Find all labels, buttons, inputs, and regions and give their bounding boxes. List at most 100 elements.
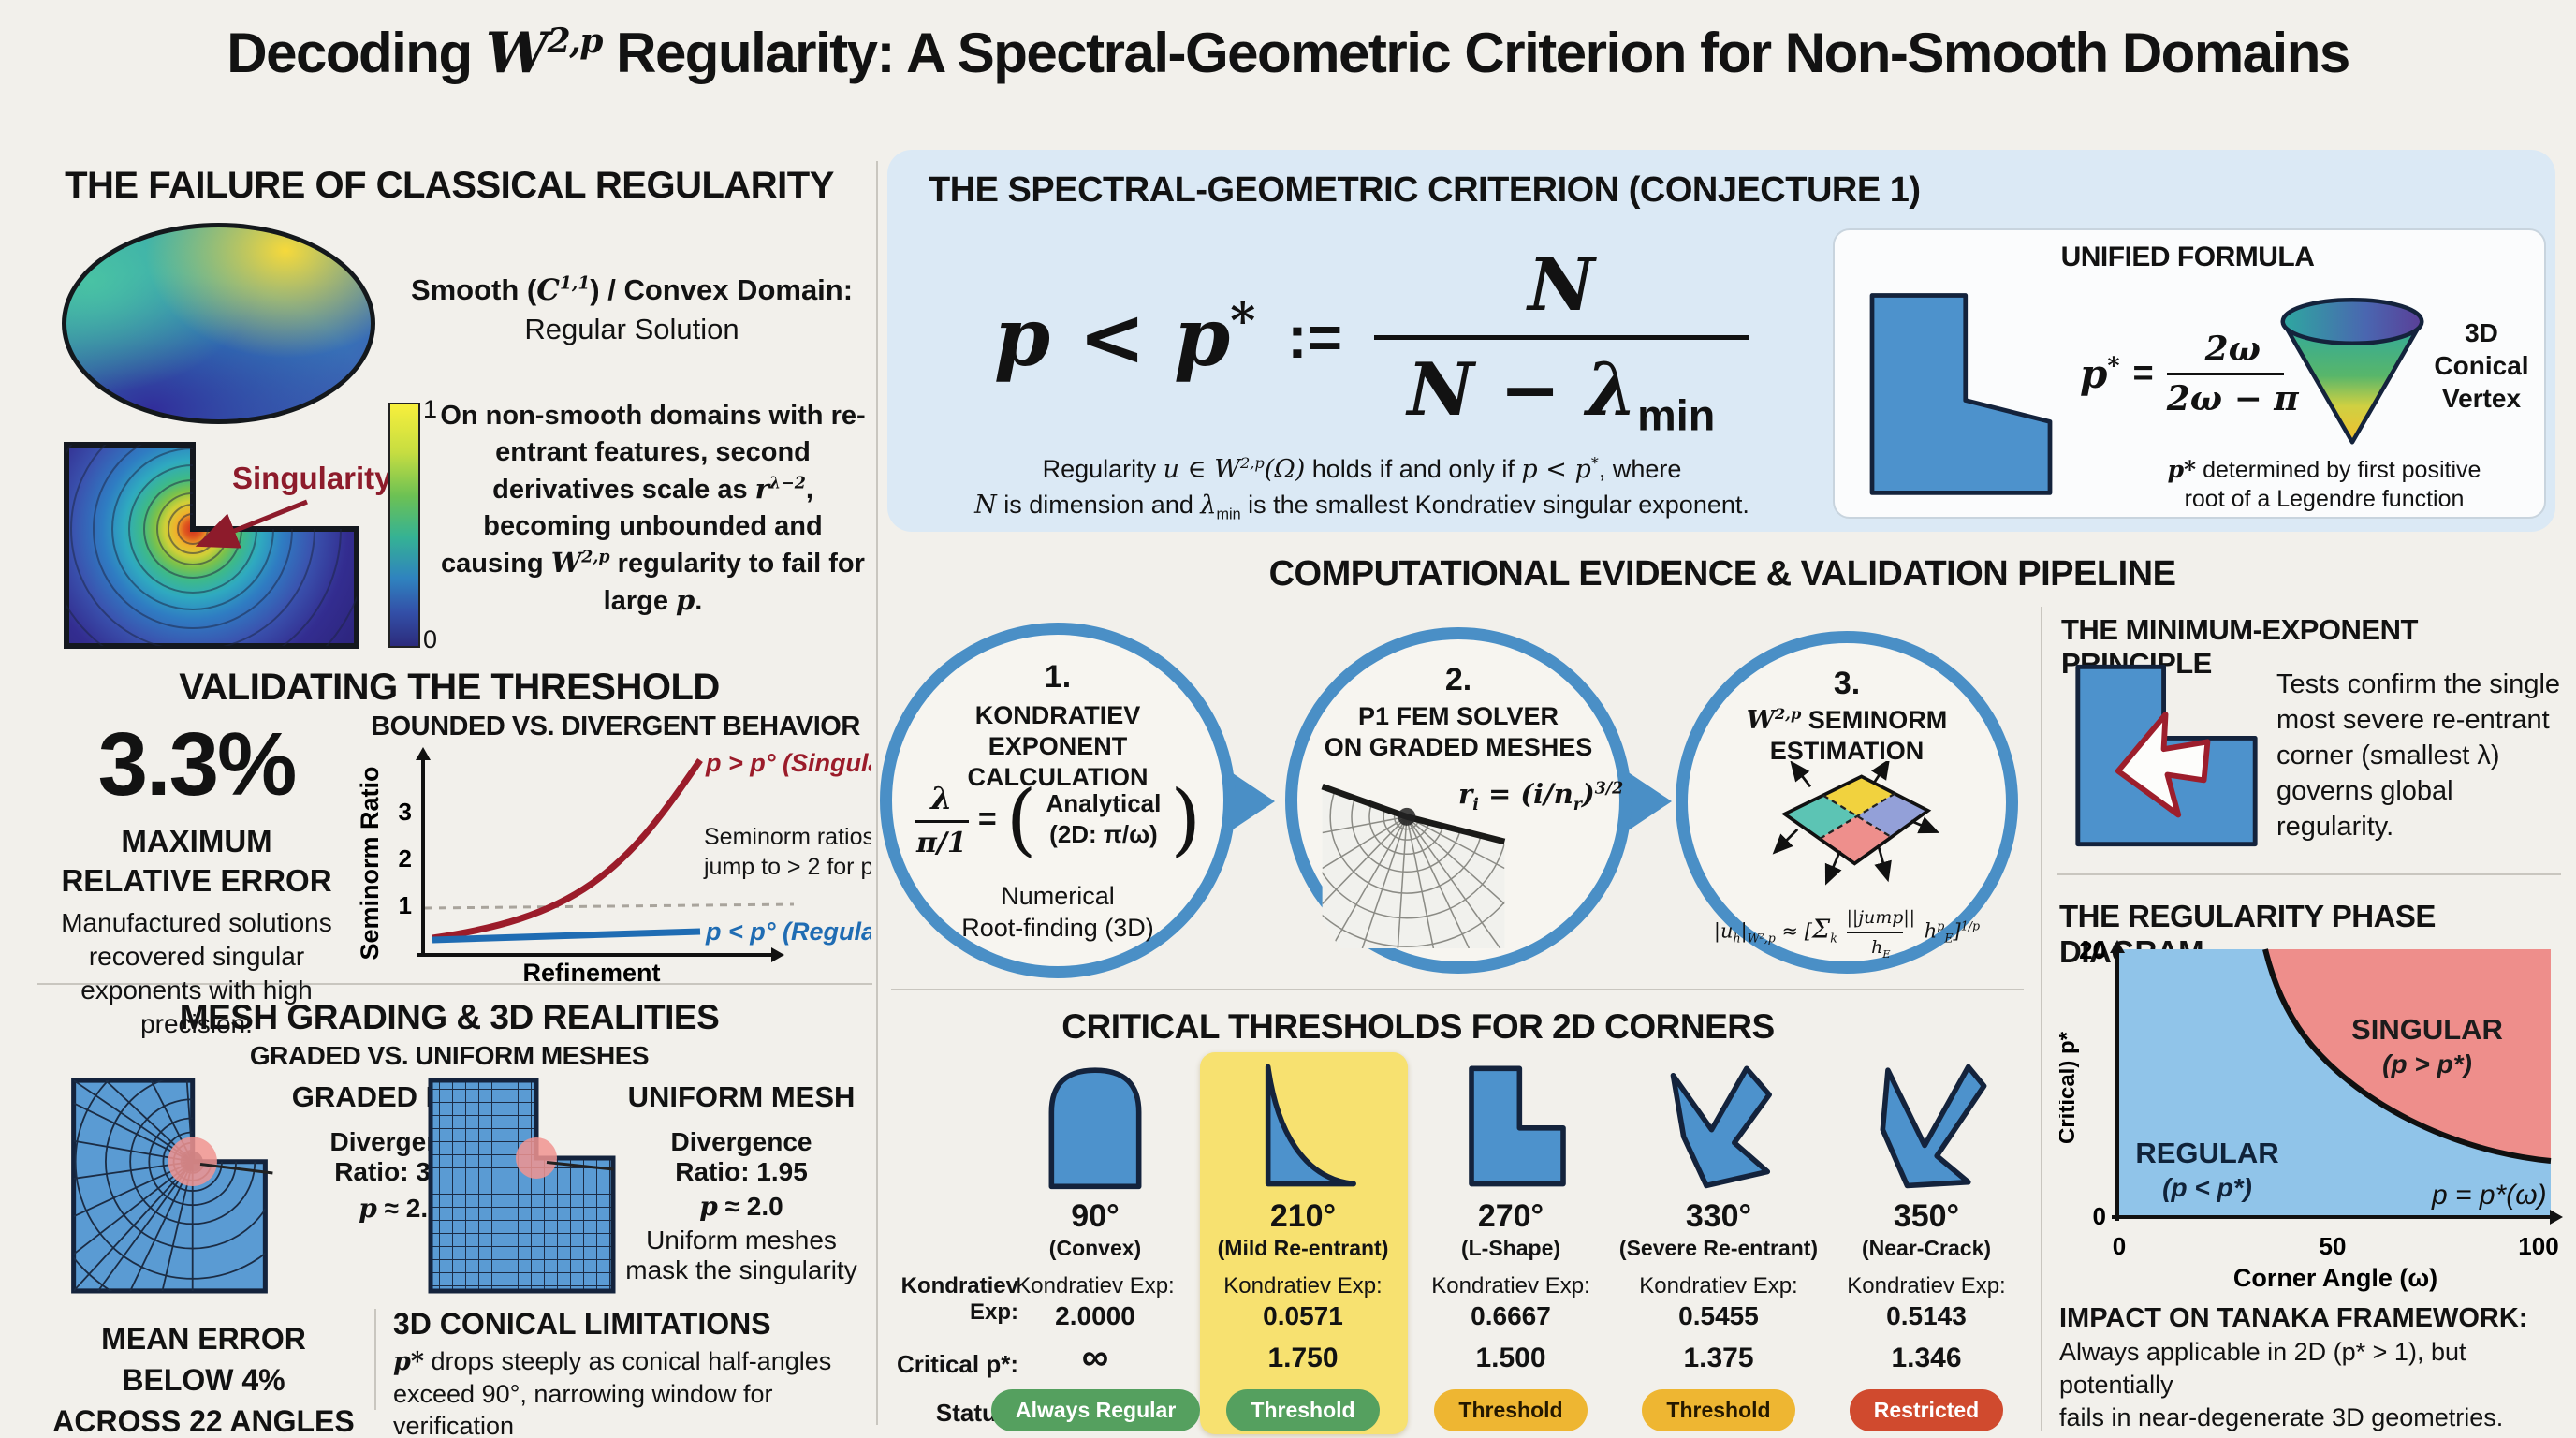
step3-f-sumsub: k <box>1830 931 1837 946</box>
divider-bottom-left <box>374 1309 376 1410</box>
mesh-heading: MESH GRADING & 3D REALITIES <box>179 998 720 1036</box>
uniform-line1: Divergence <box>670 1127 812 1156</box>
phase-boundary-curve <box>2262 948 2552 1164</box>
angle-330: 330° <box>1685 1198 1752 1234</box>
cap2-csub: min <box>1216 506 1241 523</box>
cap1-esup: * <box>1590 454 1599 472</box>
reentrant-corner-icon <box>1869 293 2053 495</box>
curve-label: p = p*(ω) <box>2431 1180 2547 1211</box>
conical-limitations: 3D CONICAL LIMITATIONS p* drops steeply … <box>393 1307 872 1438</box>
stat-label-2: RELATIVE ERROR <box>61 863 332 898</box>
row-label-critical: Critical p*: <box>896 1350 1018 1378</box>
criterion-heading: THE SPECTRAL-GEOMETRIC CRITERION (CONJEC… <box>929 170 1921 210</box>
formula-denominator: N − λ <box>1407 346 1638 433</box>
exp-label-270: Kondratiev Exp: <box>1431 1273 1590 1299</box>
corner-icon-350 <box>1880 1064 1987 1189</box>
unified-fraction: 2ω 2ω − π <box>2166 330 2299 418</box>
pipeline-heading: COMPUTATIONAL EVIDENCE & VALIDATION PIPE… <box>1268 554 2176 594</box>
pstar-350: 1.346 <box>1891 1343 1962 1373</box>
para-a: On non-smooth domains with re-entrant fe… <box>440 401 866 505</box>
step2-f-base: r <box>1458 778 1473 810</box>
step3-f-asub: h <box>1733 931 1741 946</box>
title-post: Regularity: A Spectral-Geometric Criteri… <box>601 22 2350 84</box>
conical-p: p* <box>393 1347 424 1376</box>
step1-paren-line2: (2D: π/ω) <box>1049 820 1158 848</box>
impact-line-3: as described in Tanaka et al. (2026). <box>2059 1434 2572 1438</box>
para-rsup: λ−2 <box>768 474 806 493</box>
conical-body-2: exceed 90°, narrowing window for verific… <box>393 1380 773 1438</box>
title-sup: 2,p <box>547 22 604 61</box>
cap1-a: Regularity <box>1042 455 1164 483</box>
row-label-kondratiev: Kondratiev Exp: <box>871 1273 1018 1326</box>
step2-f-sub2: r <box>1573 795 1582 814</box>
step1-number: 1. <box>1044 659 1072 695</box>
seminorm-chart: 3 2 1 p > p° (Singular) Seminorm ratios … <box>356 747 871 985</box>
exp-label-90: Kondratiev Exp: <box>1016 1273 1175 1299</box>
angle-350: 350° <box>1893 1198 1960 1234</box>
pipeline-step-2: 2. P1 FEM SOLVER ON GRADED MESHES ri = (… <box>1285 627 1632 974</box>
para-d: . <box>695 586 703 616</box>
cone-icon <box>2280 297 2424 445</box>
type-350: (Near-Crack) <box>1861 1236 1992 1260</box>
conical-title: 3D CONICAL LIMITATIONS <box>393 1307 771 1341</box>
pipeline-step-1: 1. KONDRATIEV EXPONENT CALCULATION λ π/1… <box>880 623 1236 978</box>
graded-corner-highlight <box>168 1137 217 1187</box>
step1-paren-open: ( <box>1005 773 1037 865</box>
colorbar-max: 1 <box>423 395 438 423</box>
step3-title-1: SEMINORM <box>1801 706 1948 734</box>
type-330: (Severe Re-entrant) <box>1618 1236 1819 1260</box>
status-badge-330: Threshold <box>1642 1389 1795 1431</box>
unified-den: 2ω − π <box>2166 379 2299 418</box>
impact-note: IMPACT ON TANAKA FRAMEWORK: Always appli… <box>2059 1303 2572 1438</box>
phase-ytick-0: 0 <box>2093 1202 2106 1230</box>
cap2-a: N <box>974 491 997 520</box>
formula-fraction: N N − λmin <box>1373 242 1749 436</box>
criterion-caption-2: N is dimension and λmin is the smallest … <box>894 491 1830 523</box>
para-w: W <box>550 547 582 579</box>
phase-xtick-0: 0 <box>2113 1232 2126 1260</box>
uniform-line4: Uniform meshes <box>646 1225 837 1255</box>
unified-lhs: p <box>2080 351 2108 397</box>
corner-icon-210 <box>1265 1064 1356 1187</box>
status-badge-270: Threshold <box>1434 1389 1588 1431</box>
exp-value-270: 0.6667 <box>1471 1301 1551 1330</box>
step3-formula: |uh|W²,p ≈ [Σk ||jump|| hE hpE]1/p <box>1693 907 2000 959</box>
smooth-domain-label: Smooth (C1,1) / Convex Domain: Regular S… <box>402 273 861 346</box>
phase-xtick-100: 100 <box>2518 1232 2558 1260</box>
step3-f-tailsub: E <box>1944 931 1954 946</box>
step2-f-sup: 3/2 <box>1594 779 1624 799</box>
step2-formula: ri = (i/nr)3/2 <box>1458 778 1627 813</box>
step1-paren-line1: Analytical <box>1046 789 1162 817</box>
para-c: regularity to fail for large <box>603 549 865 616</box>
status-badge-90: Always Regular <box>991 1389 1201 1431</box>
divider-center-right <box>2041 607 2042 1431</box>
pstar-270: 1.500 <box>1475 1343 1546 1373</box>
para-p: p <box>676 584 695 616</box>
singularity-arrow <box>195 499 308 549</box>
uniform-title: UNIFORM MESH <box>627 1080 856 1113</box>
cap1-f: , where <box>1598 455 1682 483</box>
status-badge-350: Restricted <box>1849 1389 2004 1431</box>
step3-f-a: |u <box>1713 919 1734 943</box>
step1-f-num: λ <box>930 779 953 816</box>
smooth-sup: 1,1 <box>559 273 591 294</box>
step1-body-2: Root-finding (3D) <box>961 914 1154 942</box>
mean-error-note: MEAN ERROR BELOW 4% ACROSS 22 ANGLES <box>47 1318 360 1438</box>
graded-p: p <box>359 1193 377 1224</box>
step1-body: Numerical Root-finding (3D) <box>892 880 1223 944</box>
step1-fraction: λ π/1 <box>914 779 969 859</box>
cap2-d: is the smallest Kondratiev singular expo… <box>1240 491 1749 519</box>
step1-eq: = <box>977 800 997 837</box>
impact-line-2: fails in near-degenerate 3D geometries. <box>2059 1403 2504 1431</box>
pstar-210: 1.750 <box>1267 1343 1339 1373</box>
cap2-b: is dimension and <box>996 491 1201 519</box>
regular-legend: p < p° (Regular) <box>705 917 871 946</box>
uniform-mesh-labels: UNIFORM MESH Divergence Ratio: 1.95 p ≈ … <box>610 1080 872 1285</box>
cap1-b: u ∈ W <box>1163 455 1240 484</box>
step3-f-tail: h <box>1924 919 1938 943</box>
step2-number: 2. <box>1444 662 1472 697</box>
row-label-k2: Exp: <box>969 1299 1018 1325</box>
unified-cap-1: determined by first positive <box>2196 457 2481 483</box>
singular-region-label: SINGULAR <box>2351 1013 2503 1046</box>
